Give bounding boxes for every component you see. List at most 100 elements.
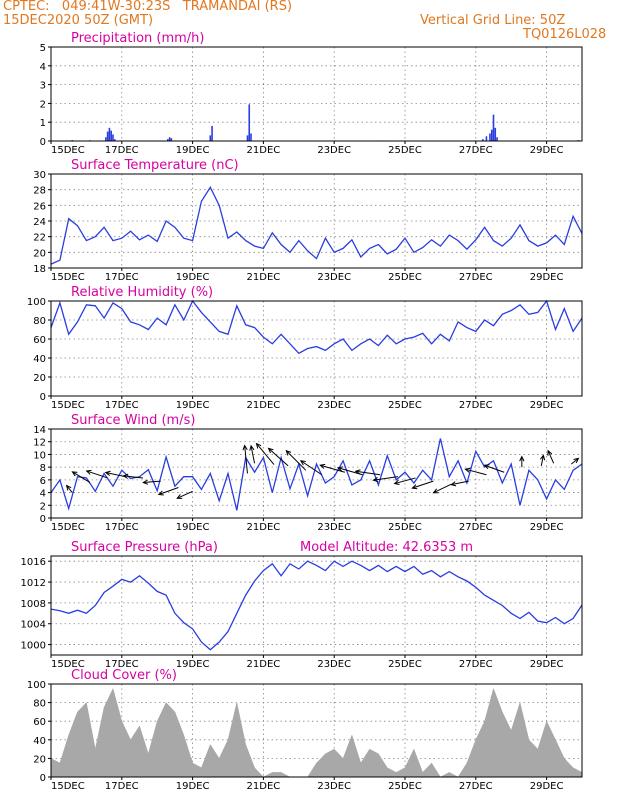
precip-bar xyxy=(485,136,488,141)
precip-bar xyxy=(108,127,111,141)
precip-bar xyxy=(482,139,484,141)
y-tick-label: 80 xyxy=(33,699,46,710)
y-tick-label: 1 xyxy=(40,118,46,129)
panel-frame xyxy=(50,300,583,397)
wind-arrow xyxy=(539,454,546,466)
y-tick-label: 40 xyxy=(33,736,46,747)
y-tick-label: 0 xyxy=(40,137,46,148)
wind-arrow-head xyxy=(354,469,361,475)
x-tick-label: 29DEC xyxy=(530,522,564,533)
x-tick-label: 15DEC xyxy=(51,400,85,411)
wind-arrow-head xyxy=(519,455,525,462)
wind-arrow xyxy=(285,449,307,471)
y-tick-label: 20 xyxy=(33,373,46,384)
x-tick-label: 15DEC xyxy=(51,659,85,670)
x-tick-label: 21DEC xyxy=(247,781,281,792)
x-tick-label: 17DEC xyxy=(105,522,139,533)
wind-arrow-shaft xyxy=(300,460,323,476)
precip-bar xyxy=(246,135,249,141)
y-tick-label: 8 xyxy=(40,463,46,474)
y-tick-label: 40 xyxy=(33,354,46,365)
x-tick-label: 15DEC xyxy=(51,145,85,156)
precip-bar xyxy=(167,139,169,141)
y-tick-label: 2 xyxy=(40,501,46,512)
x-tick-label: 23DEC xyxy=(317,400,351,411)
x-tick-label: 23DEC xyxy=(317,781,351,792)
y-tick-label: 100 xyxy=(27,680,46,691)
y-tick-label: 0 xyxy=(40,392,46,403)
wind-arrow-head xyxy=(539,454,546,461)
wind-arrow-shaft xyxy=(394,477,416,485)
x-tick-label: 27DEC xyxy=(459,781,493,792)
wind-arrow xyxy=(432,483,452,494)
x-tick-label: 23DEC xyxy=(317,522,351,533)
header-date: 15DEC2020 50Z (GMT) xyxy=(3,13,154,28)
precip-bar xyxy=(170,138,173,141)
wind-arrow xyxy=(450,480,469,487)
x-tick-label: 21DEC xyxy=(247,272,281,283)
x-tick-label: 17DEC xyxy=(105,781,139,792)
wind-arrow-shaft xyxy=(143,480,161,484)
wind-arrow xyxy=(547,449,555,464)
panel-title: Relative Humidity (%) xyxy=(71,285,213,300)
panel-frame xyxy=(50,555,583,656)
x-tick-label: 17DEC xyxy=(105,659,139,670)
panel-title: Surface Temperature (nC) xyxy=(71,158,239,173)
wind-arrow-shaft xyxy=(412,480,434,489)
wind-arrow xyxy=(71,471,91,483)
wind-arrow xyxy=(104,470,126,478)
wind-arrow-head xyxy=(85,469,92,475)
y-tick-label: 1016 xyxy=(21,557,46,568)
wind-arrow-head xyxy=(71,471,78,477)
x-tick-label: 21DEC xyxy=(247,522,281,533)
wind-arrow-head xyxy=(432,488,439,494)
wind-arrow xyxy=(176,490,193,499)
wind-arrow-head xyxy=(393,479,400,485)
y-tick-label: 80 xyxy=(33,316,46,327)
wind-arrow-head xyxy=(372,476,379,483)
wind-arrow xyxy=(299,460,323,476)
x-tick-label: 25DEC xyxy=(388,522,422,533)
x-tick-label: 25DEC xyxy=(388,659,422,670)
panel-title: Surface Pressure (hPa) xyxy=(71,540,218,555)
x-tick-label: 27DEC xyxy=(459,522,493,533)
panel-frame xyxy=(50,46,583,142)
wind-arrow-head xyxy=(299,460,306,466)
model-altitude-label: Model Altitude: 42.6353 m xyxy=(300,540,473,555)
wind-arrow-shaft xyxy=(256,443,275,465)
wind-arrow-head xyxy=(547,449,553,456)
precip-bar xyxy=(248,104,251,141)
wind-arrow xyxy=(267,447,289,467)
wind-arrow-head xyxy=(411,484,418,490)
precip-bar xyxy=(110,130,112,141)
y-tick-label: 60 xyxy=(33,717,46,728)
y-tick-label: 1008 xyxy=(21,599,46,610)
y-tick-label: 12 xyxy=(33,438,46,449)
wind-arrow-head xyxy=(249,444,255,451)
wind-arrow-head xyxy=(336,466,344,472)
series-line xyxy=(50,185,583,265)
wind-arrow-shaft xyxy=(320,464,345,473)
wind-arrow-head xyxy=(122,473,129,479)
wind-arrow xyxy=(372,476,398,483)
x-tick-label: 15DEC xyxy=(51,522,85,533)
x-tick-label: 19DEC xyxy=(176,781,210,792)
header-code: TQ0126L028 xyxy=(523,27,607,42)
wind-arrow-shaft xyxy=(571,457,579,465)
wind-arrow-head xyxy=(176,494,183,499)
y-tick-label: 14 xyxy=(33,425,46,436)
wind-arrow-shaft xyxy=(465,468,487,476)
wind-arrow-shaft xyxy=(268,447,289,467)
wind-arrow-head xyxy=(267,447,274,454)
precip-bar xyxy=(496,137,498,141)
precip-bar xyxy=(489,133,491,141)
y-tick-label: 5 xyxy=(40,43,46,54)
precip-bar xyxy=(113,139,116,141)
y-tick-label: 26 xyxy=(33,201,46,212)
x-tick-label: 21DEC xyxy=(247,659,281,670)
wind-arrow-head xyxy=(157,490,164,496)
x-tick-label: 19DEC xyxy=(176,522,210,533)
panel-title: Surface Wind (m/s) xyxy=(71,413,195,428)
precip-bar xyxy=(490,129,493,141)
wind-arrow xyxy=(571,457,580,465)
